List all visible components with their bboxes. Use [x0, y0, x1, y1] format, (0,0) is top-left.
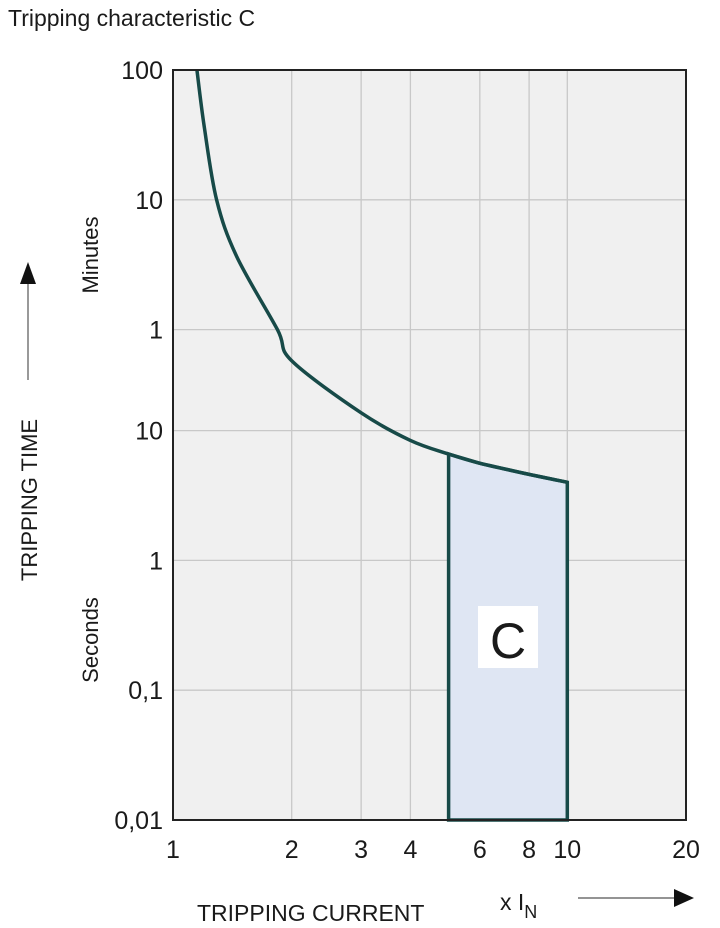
x-tick-label: 3	[354, 836, 368, 864]
y-unit-minutes: Minutes	[78, 216, 103, 293]
plot-frame	[172, 69, 687, 821]
x-tick-label: 1	[166, 836, 180, 864]
plot-background	[173, 70, 686, 820]
y-axis-arrow	[20, 262, 36, 380]
y-tick-label: 1	[149, 547, 163, 575]
x-axis-label: TRIPPING CURRENT	[197, 900, 424, 926]
y-tick-label: 0,01	[114, 807, 163, 835]
x-tick-label: 10	[553, 836, 581, 864]
y-tick-label: 0,1	[128, 677, 163, 705]
y-tick-label: 10	[135, 187, 163, 215]
x-unit: x IN	[500, 889, 537, 922]
y-axis-label: TRIPPING TIME	[17, 419, 42, 581]
x-tick-label: 4	[403, 836, 417, 864]
region-label: C	[478, 606, 538, 669]
x-tick-label: 2	[285, 836, 299, 864]
region-label-text: C	[490, 613, 526, 669]
tripping-curve	[195, 69, 568, 484]
y-tick-label: 1	[149, 317, 163, 345]
x-tick-label: 8	[522, 836, 536, 864]
x-tick-label: 20	[672, 836, 700, 864]
chart-title: Tripping characteristic C	[8, 5, 255, 31]
x-tick-label: 6	[473, 836, 487, 864]
y-unit-seconds: Seconds	[78, 597, 103, 683]
x-axis-arrow	[578, 889, 694, 907]
y-tick-label: 100	[121, 57, 163, 85]
grid	[173, 70, 686, 820]
y-tick-label: 10	[135, 418, 163, 446]
